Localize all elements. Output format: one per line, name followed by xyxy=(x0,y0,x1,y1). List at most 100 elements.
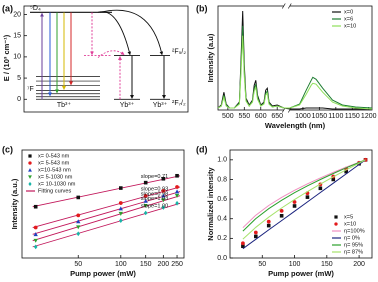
x-tick-label: 200 xyxy=(353,261,365,268)
data-point xyxy=(292,204,297,208)
level-label: ²F₅/₂ xyxy=(172,48,186,55)
data-point xyxy=(266,223,271,228)
x-tick-label: 500 xyxy=(222,113,234,120)
plot-frame xyxy=(217,5,373,111)
data-point xyxy=(161,176,166,181)
data-point xyxy=(33,238,38,243)
panel-title: (d) xyxy=(196,144,208,154)
data-point xyxy=(118,211,123,216)
legend-swatch xyxy=(28,168,32,172)
data-point xyxy=(305,195,310,199)
legend-label: x=5 xyxy=(344,214,353,220)
data-point xyxy=(174,189,180,194)
x-axis-label: Pump power (mW) xyxy=(70,269,136,278)
y-axis-label: Normalized intensity xyxy=(206,167,215,241)
data-point xyxy=(161,193,166,198)
legend-label: x= 10-1030 nm xyxy=(38,181,76,187)
data-point xyxy=(318,186,323,191)
legend-label: x= 0-543 nm xyxy=(38,153,70,159)
axis-break xyxy=(283,4,290,8)
data-point xyxy=(118,186,123,190)
x-tick-label: 200 xyxy=(158,261,170,268)
series-line xyxy=(242,159,366,232)
legend-swatch xyxy=(28,154,32,158)
annotation: slope=0.98 xyxy=(141,192,169,198)
data-point xyxy=(161,205,166,210)
annotation: slope=1.00 xyxy=(141,204,169,210)
plot-frame xyxy=(23,5,189,113)
x-tick-label: 100 xyxy=(115,261,127,268)
x-tick-label: 50 xyxy=(258,261,266,268)
data-point xyxy=(331,177,336,182)
legend-label: x=0 xyxy=(344,9,353,15)
x-tick-label: 250 xyxy=(171,261,183,268)
fit-line xyxy=(32,175,181,208)
axis-break xyxy=(287,107,292,113)
x-tick-label: 150 xyxy=(321,261,333,268)
data-point xyxy=(253,230,258,235)
y-tick-label: 0.2 xyxy=(217,235,227,242)
annotation: slope=1.03 xyxy=(141,196,169,202)
series-line xyxy=(217,35,373,110)
x-tick-label: 50 xyxy=(74,261,82,268)
ion-label: Yb³⁺ xyxy=(153,102,168,109)
plot-frame xyxy=(21,149,185,259)
y-axis-label: Intensity (a.u.) xyxy=(10,178,19,229)
panel-title: (a) xyxy=(2,3,13,13)
data-point xyxy=(33,244,38,250)
legend-label: x= 5-1030 nm xyxy=(38,174,73,180)
series-line xyxy=(242,159,366,250)
axis-break xyxy=(281,3,286,9)
ion-label: Tb³⁺ xyxy=(57,102,72,109)
level-label: ⁷F xyxy=(27,86,34,93)
y-tick-label: 0 xyxy=(17,96,21,103)
ion-label: Yb³⁺ xyxy=(120,102,135,109)
data-point xyxy=(118,206,123,211)
series-line xyxy=(242,159,366,229)
level-label: ⁵D₄ xyxy=(30,5,41,12)
data-point xyxy=(76,195,81,200)
fit-line xyxy=(32,191,181,235)
legend-label: η= 95% xyxy=(344,242,363,248)
y-axis-label: Intensity (a.u) xyxy=(206,33,215,82)
y-tick-label: 1.0 xyxy=(217,157,227,164)
data-point xyxy=(118,218,123,223)
data-point xyxy=(143,203,148,208)
data-point xyxy=(344,169,348,174)
data-point xyxy=(143,198,148,203)
data-point xyxy=(33,204,38,209)
legend-label: x=10 xyxy=(344,221,356,227)
y-tick-label: 20 xyxy=(13,11,21,18)
data-point xyxy=(174,193,180,198)
axis-break xyxy=(283,108,290,112)
x-tick-label: 600 xyxy=(255,113,267,120)
transfer-arrow xyxy=(99,9,164,56)
data-point xyxy=(143,210,148,216)
y-tick-label: 15 xyxy=(13,33,21,40)
legend-swatch xyxy=(334,222,338,226)
data-point xyxy=(279,213,284,218)
y-tick-label: 0.0 xyxy=(217,255,227,262)
legend-label: x= 5-543 nm xyxy=(38,160,70,166)
data-point xyxy=(279,208,284,213)
y-tick-label: 5 xyxy=(17,75,21,82)
legend-label: Fitting curves xyxy=(38,188,71,194)
y-tick-label: 0.4 xyxy=(217,216,227,223)
legend-label: η= 0% xyxy=(344,235,360,241)
data-point xyxy=(76,219,81,224)
data-point xyxy=(76,231,81,237)
panel-title: (c) xyxy=(2,144,13,154)
data-point xyxy=(76,225,81,230)
legend-swatch xyxy=(28,161,32,165)
plot-frame xyxy=(229,149,373,259)
y-tick-label: 10 xyxy=(13,54,21,61)
x-tick-label: 1000 xyxy=(295,113,311,120)
x-axis-label: Wavelength (nm) xyxy=(265,121,326,130)
data-point xyxy=(241,244,245,249)
legend-label: x=10 xyxy=(344,23,356,29)
data-point xyxy=(292,200,297,204)
legend-swatch xyxy=(28,175,32,179)
data-point xyxy=(254,234,258,239)
x-tick-label: 150 xyxy=(140,261,152,268)
